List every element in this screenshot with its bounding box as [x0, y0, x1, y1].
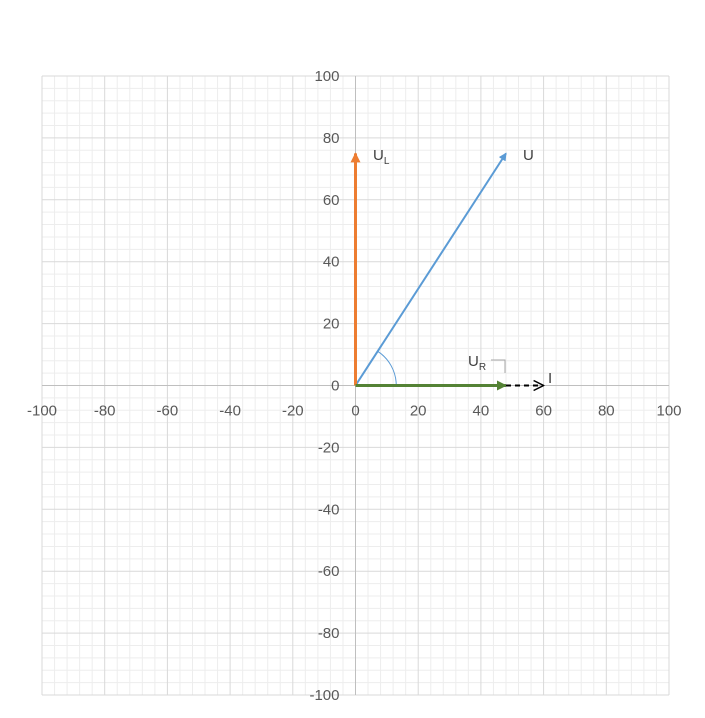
label-UR-sub: R	[479, 362, 486, 373]
y-tick-label: 100	[314, 68, 339, 85]
x-tick-label: 60	[535, 403, 552, 420]
x-tick-label: 0	[351, 403, 359, 420]
label-UR: UR	[468, 353, 486, 373]
label-UL-sub: L	[384, 156, 390, 167]
x-tick-label: -40	[219, 403, 241, 420]
x-tick-label: 80	[598, 403, 615, 420]
phase-angle-arc	[377, 350, 397, 386]
label-I: I	[548, 370, 552, 387]
tick-labels: -100 -80 -60 -40 -20 0 20 40 60 80 100 100 80 60 40 20 0…	[27, 68, 682, 704]
y-tick-label: 40	[323, 254, 340, 271]
x-tick-label: -80	[94, 403, 116, 420]
label-UR-main: U	[468, 353, 479, 370]
vector-U	[354, 152, 507, 387]
y-tick-label: -100	[309, 687, 339, 704]
label-leader-line-UR	[491, 359, 506, 373]
label-UL: UL	[373, 147, 390, 167]
label-UL-main: U	[373, 147, 384, 164]
x-tick-label: 40	[473, 403, 490, 420]
y-tick-label: 20	[323, 316, 340, 333]
x-tick-label: 20	[410, 403, 427, 420]
y-tick-label: -80	[318, 625, 340, 642]
label-U: U	[523, 147, 534, 164]
x-tick-label: -60	[157, 403, 179, 420]
x-tick-label: -20	[282, 403, 304, 420]
y-tick-label: 60	[323, 192, 340, 209]
y-tick-label: -40	[318, 501, 340, 518]
y-tick-label: 0	[331, 378, 339, 395]
y-tick-label: -60	[318, 563, 340, 580]
x-tick-label: 100	[656, 403, 681, 420]
x-tick-label: -100	[27, 403, 57, 420]
y-tick-label: 80	[323, 130, 340, 147]
y-tick-label: -20	[318, 439, 340, 456]
